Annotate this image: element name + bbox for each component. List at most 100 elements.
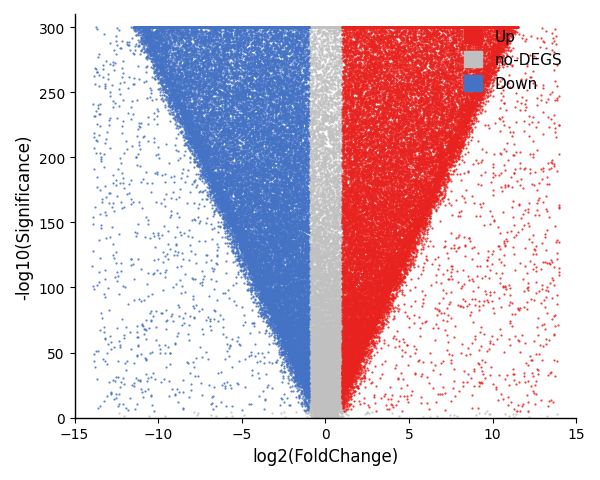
Point	[347, 366, 357, 374]
Point	[121, 324, 131, 331]
Point	[255, 248, 265, 255]
Point	[310, 397, 319, 405]
Point	[365, 183, 374, 191]
Point	[407, 55, 417, 63]
Point	[413, 24, 422, 32]
Point	[291, 24, 301, 32]
Point	[286, 303, 296, 311]
Point	[231, 218, 241, 226]
Point	[415, 219, 425, 227]
Point	[293, 302, 303, 310]
Point	[425, 149, 435, 157]
Point	[253, 273, 262, 281]
Point	[191, 57, 201, 64]
Point	[200, 153, 209, 161]
Point	[164, 71, 173, 78]
Point	[131, 24, 141, 32]
Point	[367, 180, 377, 188]
Point	[228, 140, 238, 147]
Point	[307, 322, 316, 330]
Point	[230, 24, 239, 32]
Point	[272, 289, 281, 297]
Point	[245, 106, 254, 114]
Point	[419, 295, 428, 303]
Point	[380, 141, 390, 149]
Point	[288, 24, 298, 32]
Point	[316, 405, 325, 412]
Point	[278, 334, 288, 341]
Point	[413, 53, 423, 61]
Point	[347, 94, 356, 101]
Point	[153, 24, 163, 32]
Point	[277, 64, 286, 72]
Point	[457, 89, 467, 97]
Point	[294, 112, 304, 120]
Point	[257, 220, 266, 228]
Point	[304, 162, 313, 169]
Point	[322, 408, 331, 416]
Point	[203, 73, 212, 81]
Point	[385, 288, 395, 296]
Point	[394, 62, 404, 70]
Point	[396, 99, 406, 107]
Point	[521, 76, 530, 84]
Point	[245, 216, 255, 224]
Point	[412, 165, 421, 173]
Point	[425, 54, 434, 62]
Point	[146, 38, 155, 46]
Point	[284, 346, 294, 353]
Point	[166, 67, 175, 74]
Point	[328, 352, 338, 360]
Point	[359, 281, 368, 288]
Point	[314, 400, 324, 408]
Point	[333, 403, 343, 411]
Point	[337, 140, 346, 148]
Point	[369, 258, 379, 265]
Point	[293, 90, 302, 97]
Point	[488, 58, 497, 66]
Point	[339, 375, 349, 383]
Point	[181, 25, 190, 33]
Point	[447, 86, 457, 94]
Point	[297, 331, 307, 338]
Point	[389, 183, 399, 191]
Point	[309, 413, 319, 421]
Point	[338, 207, 348, 215]
Point	[326, 325, 336, 333]
Point	[301, 143, 310, 151]
Point	[193, 160, 203, 168]
Point	[265, 160, 274, 168]
Point	[298, 392, 308, 399]
Point	[239, 25, 248, 33]
Point	[348, 297, 358, 304]
Point	[303, 229, 313, 237]
Point	[244, 24, 254, 32]
Point	[319, 370, 328, 377]
Point	[395, 198, 405, 205]
Point	[201, 96, 211, 104]
Point	[381, 172, 391, 180]
Point	[365, 164, 375, 172]
Point	[202, 73, 212, 81]
Point	[358, 340, 367, 348]
Point	[298, 161, 308, 168]
Point	[493, 24, 503, 32]
Point	[431, 24, 440, 32]
Point	[323, 24, 333, 32]
Point	[358, 26, 367, 34]
Point	[418, 111, 428, 119]
Point	[319, 378, 328, 385]
Point	[271, 238, 281, 245]
Point	[286, 203, 295, 210]
Point	[405, 263, 415, 270]
Point	[236, 106, 245, 114]
Point	[343, 148, 352, 156]
Point	[292, 163, 301, 170]
Point	[414, 60, 424, 68]
Point	[370, 285, 379, 293]
Point	[332, 321, 342, 329]
Point	[211, 175, 220, 183]
Point	[356, 239, 366, 247]
Point	[265, 305, 275, 312]
Point	[302, 24, 312, 32]
